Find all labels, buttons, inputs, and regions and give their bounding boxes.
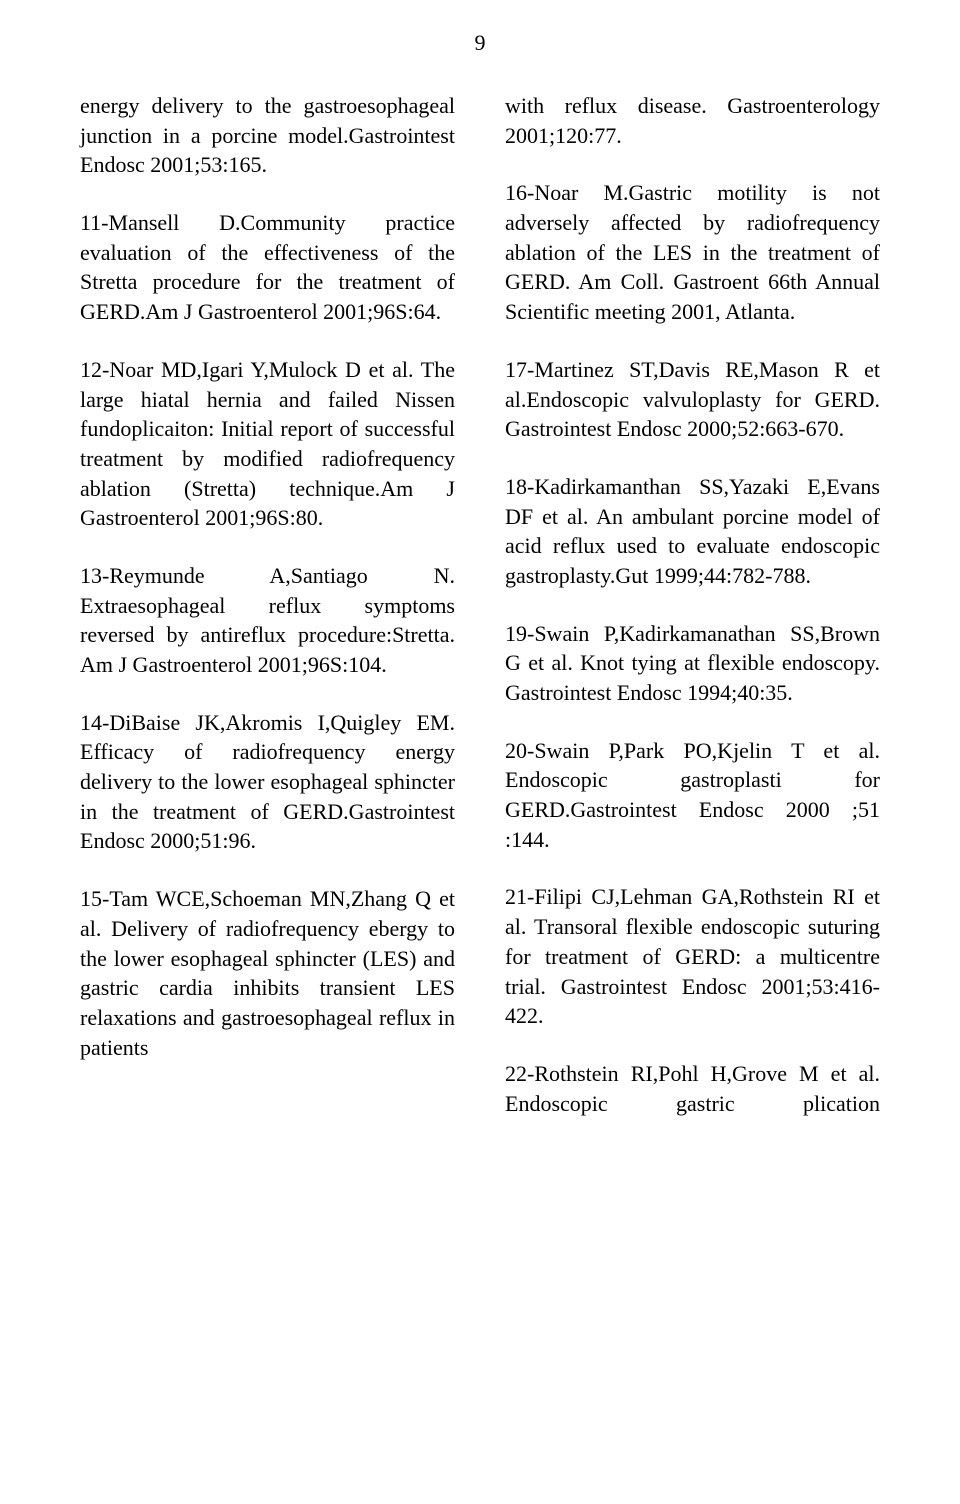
- ref-13: 13-Reymunde A,Santiago N. Extraesophagea…: [80, 561, 455, 680]
- ref-22: 22-Rothstein RI,Pohl H,Grove M et al. En…: [505, 1059, 880, 1118]
- ref-15-continued: with reflux disease. Gastroenterology 20…: [505, 91, 880, 150]
- right-column: with reflux disease. Gastroenterology 20…: [505, 91, 880, 1118]
- page-number: 9: [80, 30, 880, 56]
- ref-15: 15-Tam WCE,Schoeman MN,Zhang Q et al. De…: [80, 884, 455, 1062]
- ref-16: 16-Noar M.Gastric motility is not advers…: [505, 178, 880, 326]
- left-column: energy delivery to the gastroesophageal …: [80, 91, 455, 1118]
- ref-12: 12-Noar MD,Igari Y,Mulock D et al. The l…: [80, 355, 455, 533]
- ref-17: 17-Martinez ST,Davis RE,Mason R et al.En…: [505, 355, 880, 444]
- ref-11: 11-Mansell D.Community practice evaluati…: [80, 208, 455, 327]
- two-column-layout: energy delivery to the gastroesophageal …: [80, 91, 880, 1118]
- ref-21: 21-Filipi CJ,Lehman GA,Rothstein RI et a…: [505, 882, 880, 1030]
- ref-14: 14-DiBaise JK,Akromis I,Quigley EM. Effi…: [80, 708, 455, 856]
- ref-10-continued: energy delivery to the gastroesophageal …: [80, 91, 455, 180]
- ref-20: 20-Swain P,Park PO,Kjelin T et al. Endos…: [505, 736, 880, 855]
- ref-18: 18-Kadirkamanthan SS,Yazaki E,Evans DF e…: [505, 472, 880, 591]
- ref-19: 19-Swain P,Kadirkamanathan SS,Brown G et…: [505, 619, 880, 708]
